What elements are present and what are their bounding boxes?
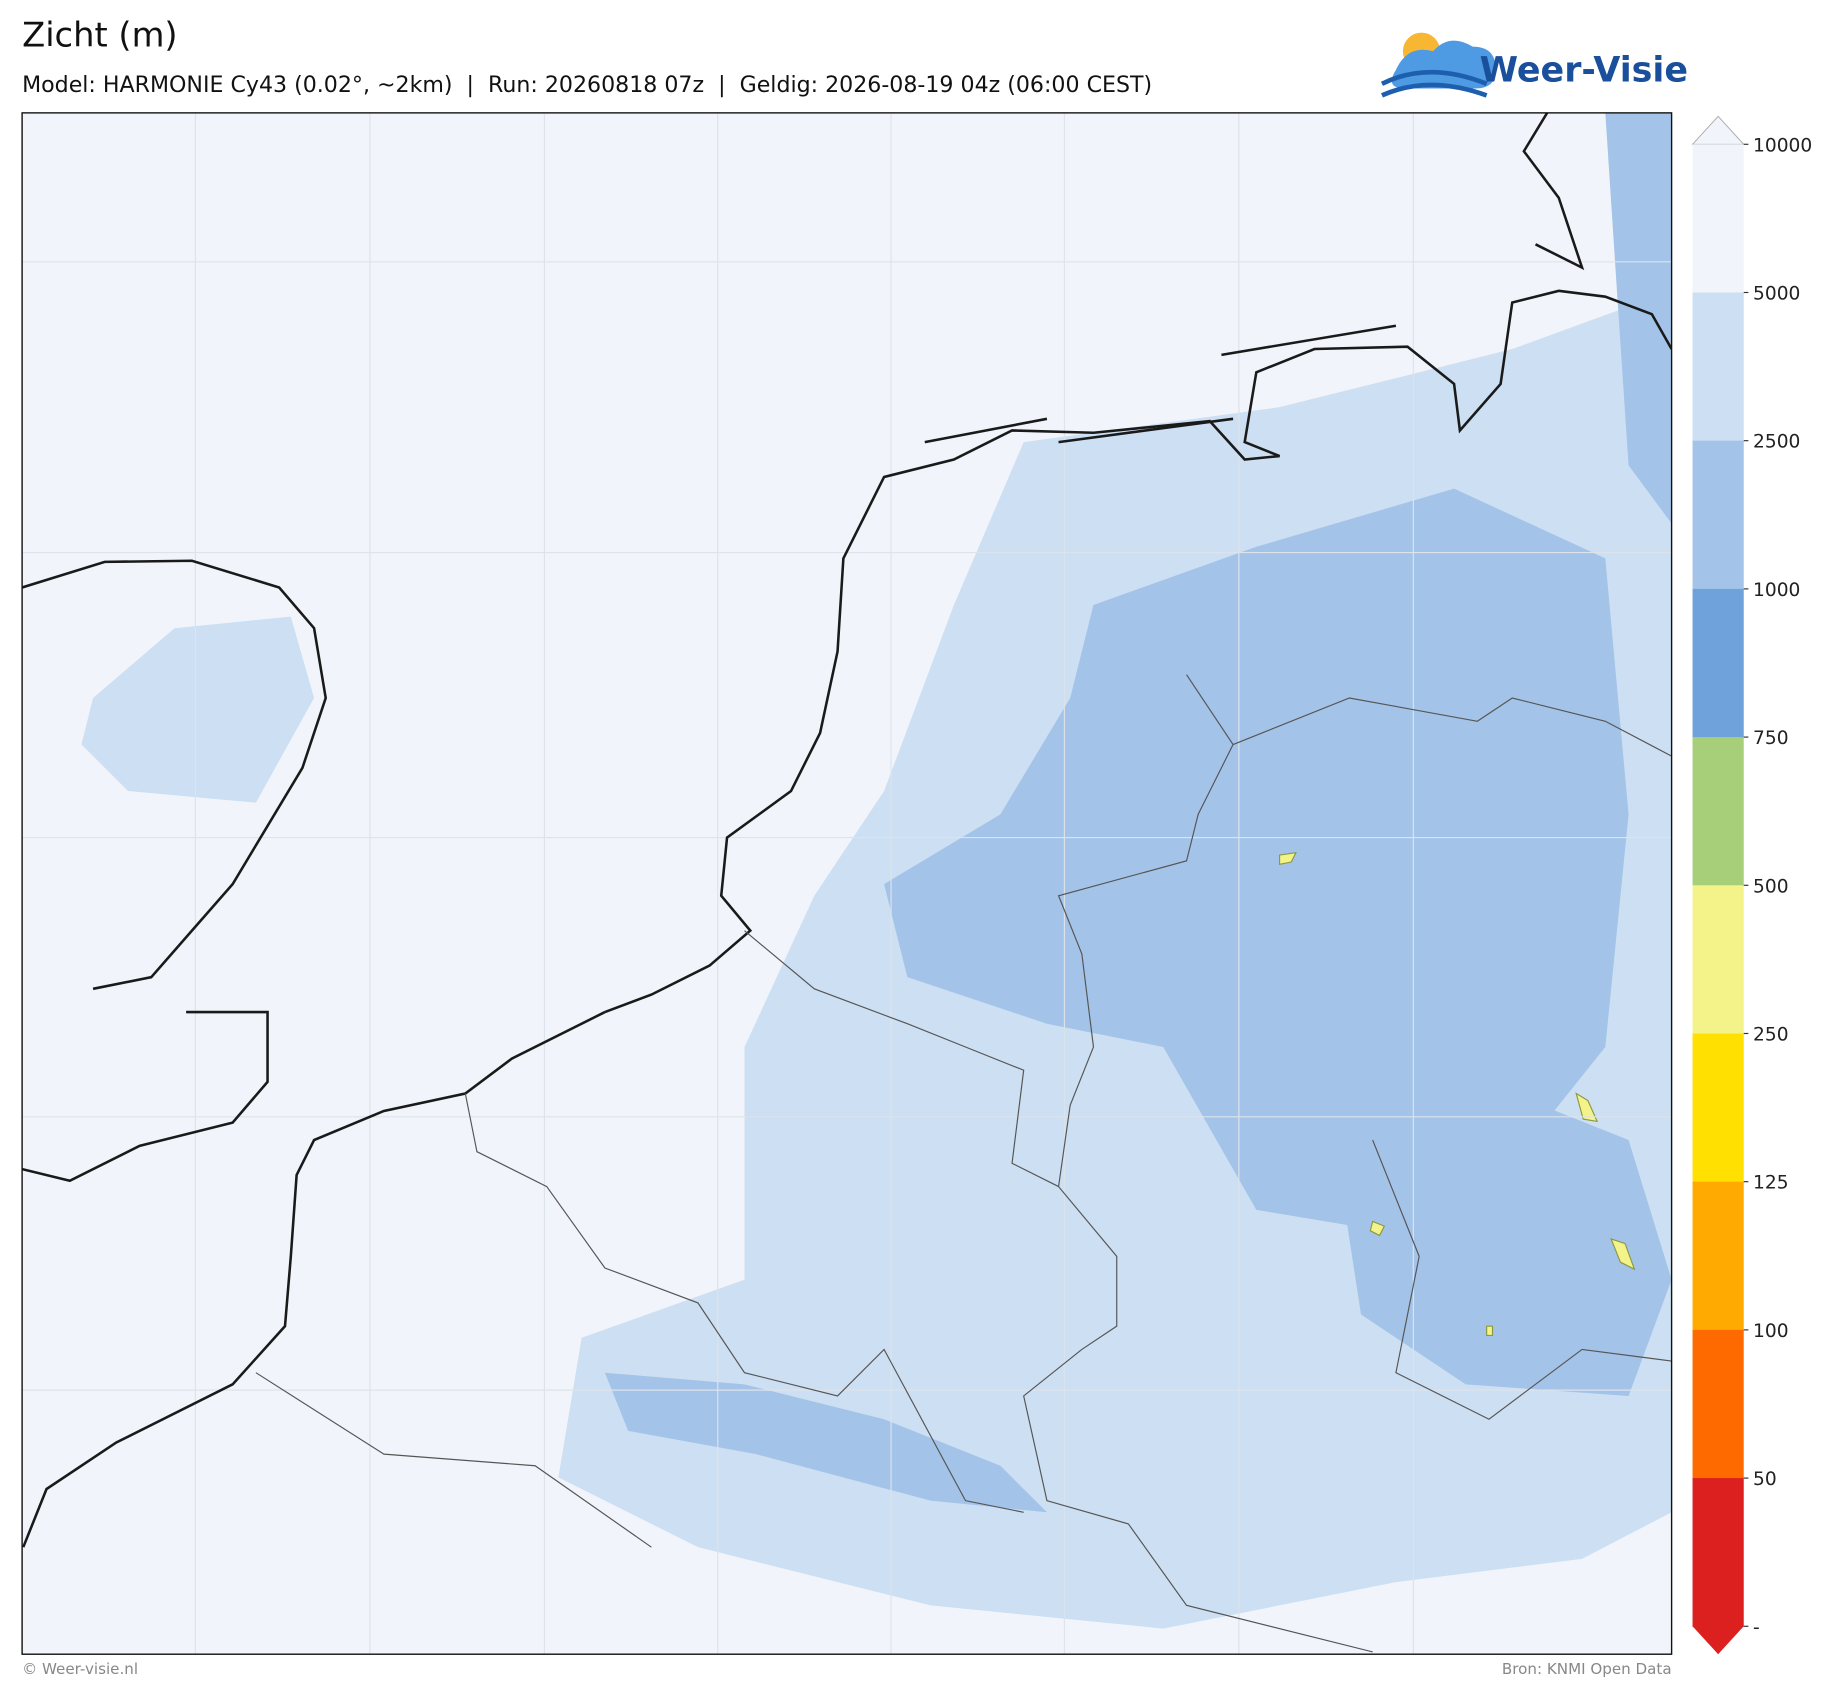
colorbar-label: 500 [1753, 876, 1789, 897]
colorbar-label: 125 [1753, 1173, 1789, 1194]
colorbar-segment [1692, 1478, 1744, 1627]
colorbar-segment [1692, 440, 1744, 590]
subtitle: Model: HARMONIE Cy43 (0.02°, ~2km) | Run… [22, 72, 1152, 98]
colorbar-segment [1692, 1033, 1744, 1183]
colorbar-label: 750 [1753, 728, 1789, 749]
footer-right: Bron: KNMI Open Data [1502, 1660, 1672, 1678]
colorbar-label: 1000 [1753, 580, 1800, 601]
colorbar-label: 2500 [1753, 432, 1800, 453]
colorbar-label: 5000 [1753, 283, 1800, 304]
colorbar-label: 10000 [1753, 135, 1812, 156]
title: Zicht (m) [22, 16, 177, 55]
colorbar-segment [1692, 292, 1744, 442]
colorbar-label: - [1753, 1617, 1760, 1638]
colorbar-segment [1692, 144, 1744, 294]
colorbar: 10000 5000 2500 1000 750 500 250 125 100 50 - [1691, 115, 1812, 1655]
colorbar-label: 250 [1753, 1024, 1789, 1045]
colorbar-segment [1692, 737, 1744, 886]
colorbar-extend-top [1691, 115, 1745, 145]
colorbar-segment [1692, 1181, 1744, 1331]
logo: Weer-Visie [1380, 32, 1688, 98]
colorbar-segment [1692, 588, 1744, 738]
colorbar-label: 50 [1753, 1469, 1777, 1490]
map [21, 112, 1673, 1655]
colorbar-segment [1692, 1329, 1744, 1479]
colorbar-segment [1692, 885, 1744, 1035]
colorbar-label: 100 [1753, 1321, 1789, 1342]
footer-left: © Weer-visie.nl [22, 1660, 138, 1678]
logo-text: Weer-Visie [1480, 50, 1688, 90]
colorbar-extend-bottom [1692, 1626, 1744, 1655]
